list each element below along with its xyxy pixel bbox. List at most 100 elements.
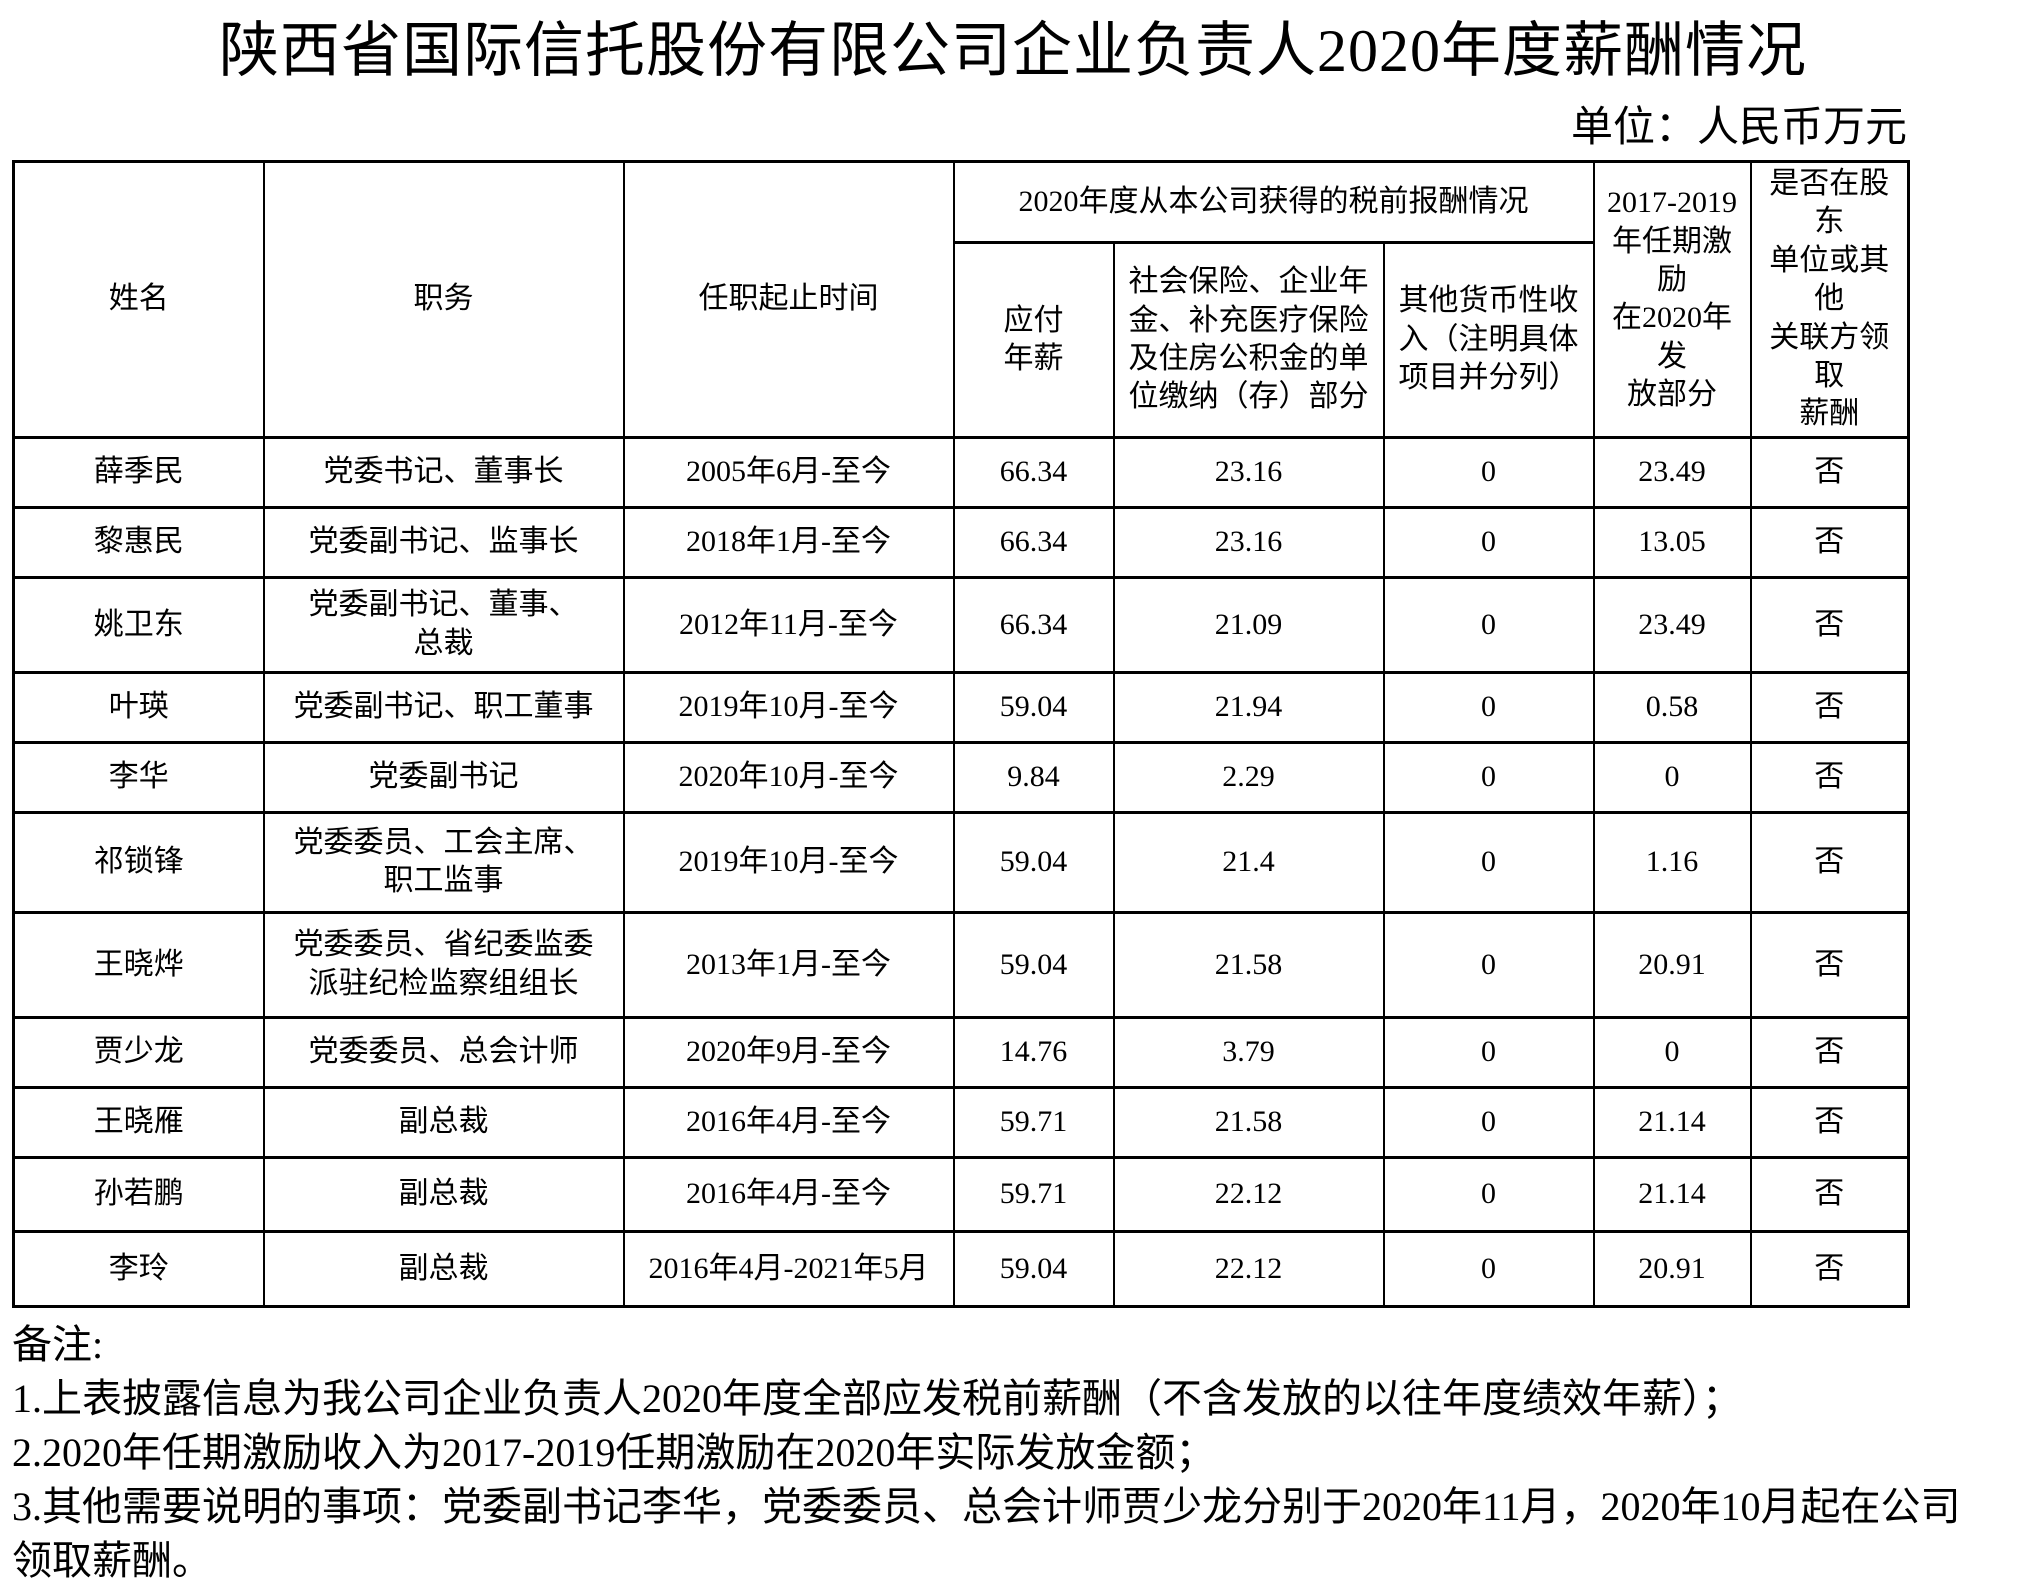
cell-position: 党委副书记、监事长	[262, 505, 625, 579]
cell-incentive: 20.91	[1592, 910, 1752, 1019]
cell-insurance: 21.58	[1112, 910, 1385, 1019]
cell-position: 党委书记、董事长	[262, 435, 625, 509]
table-row: 孙若鹏 副总裁 2016年4月-至今 59.71 22.12 0 21.14 否	[12, 1155, 1910, 1233]
table-row: 王晓烨 党委委员、省纪委监委 派驻纪检监察组组长 2013年1月-至今 59.0…	[12, 910, 1910, 1019]
cell-tenure: 2005年6月-至今	[622, 435, 955, 509]
page-title: 陕西省国际信托股份有限公司企业负责人2020年度薪酬情况	[219, 18, 1807, 84]
table-row: 李玲 副总裁 2016年4月-2021年5月 59.04 22.12 0 20.…	[12, 1229, 1910, 1308]
cell-shareholder: 否	[1749, 1229, 1910, 1308]
cell-name: 李华	[12, 740, 265, 814]
cell-name: 李玲	[12, 1229, 265, 1308]
cell-other-income: 0	[1382, 910, 1595, 1019]
cell-position: 副总裁	[262, 1229, 625, 1308]
col-header-shareholder: 是否在股东 单位或其他 关联方领取 薪酬	[1749, 160, 1910, 439]
table-row: 王晓雁 副总裁 2016年4月-至今 59.71 21.58 0 21.14 否	[12, 1085, 1910, 1159]
cell-name: 薛季民	[12, 435, 265, 509]
cell-position: 党委副书记、董事、 总裁	[262, 575, 625, 674]
cell-shareholder: 否	[1749, 435, 1910, 509]
cell-salary: 59.04	[952, 910, 1115, 1019]
cell-salary: 59.04	[952, 810, 1115, 914]
cell-tenure: 2018年1月-至今	[622, 505, 955, 579]
cell-insurance: 21.09	[1112, 575, 1385, 674]
cell-other-income: 0	[1382, 810, 1595, 914]
cell-tenure: 2016年4月-2021年5月	[622, 1229, 955, 1308]
cell-salary: 59.71	[952, 1085, 1115, 1159]
cell-insurance: 21.94	[1112, 670, 1385, 744]
cell-other-income: 0	[1382, 505, 1595, 579]
note-item-1: 1.上表披露信息为我公司企业负责人2020年度全部应发税前薪酬（不含发放的以往年…	[12, 1375, 1742, 1421]
cell-other-income: 0	[1382, 1085, 1595, 1159]
cell-other-income: 0	[1382, 740, 1595, 814]
cell-salary: 9.84	[952, 740, 1115, 814]
cell-salary: 66.34	[952, 575, 1115, 674]
table-row: 薛季民 党委书记、董事长 2005年6月-至今 66.34 23.16 0 23…	[12, 435, 1910, 509]
col-header-other-income: 其他货币性收 入（注明具体 项目并分列）	[1382, 241, 1595, 439]
cell-tenure: 2020年10月-至今	[622, 740, 955, 814]
cell-tenure: 2019年10月-至今	[622, 810, 955, 914]
cell-incentive: 23.49	[1592, 435, 1752, 509]
cell-insurance: 3.79	[1112, 1015, 1385, 1089]
cell-salary: 14.76	[952, 1015, 1115, 1089]
cell-incentive: 0	[1592, 1015, 1752, 1089]
cell-salary: 59.71	[952, 1155, 1115, 1233]
cell-other-income: 0	[1382, 1155, 1595, 1233]
cell-position: 党委委员、省纪委监委 派驻纪检监察组组长	[262, 910, 625, 1019]
table-row: 姚卫东 党委副书记、董事、 总裁 2012年11月-至今 66.34 21.09…	[12, 575, 1910, 674]
cell-incentive: 21.14	[1592, 1085, 1752, 1159]
cell-salary: 59.04	[952, 1229, 1115, 1308]
notes-label: 备注:	[12, 1321, 104, 1367]
cell-name: 黎惠民	[12, 505, 265, 579]
notes-section: 备注: 1.上表披露信息为我公司企业负责人2020年度全部应发税前薪酬（不含发放…	[12, 1318, 1990, 1588]
cell-shareholder: 否	[1749, 1015, 1910, 1089]
cell-insurance: 23.16	[1112, 505, 1385, 579]
cell-other-income: 0	[1382, 575, 1595, 674]
cell-incentive: 13.05	[1592, 505, 1752, 579]
cell-shareholder: 否	[1749, 1085, 1910, 1159]
cell-salary: 66.34	[952, 505, 1115, 579]
table-row: 叶瑛 党委副书记、职工董事 2019年10月-至今 59.04 21.94 0 …	[12, 670, 1910, 744]
unit-label: 单位：人民币万元	[1570, 105, 1907, 151]
col-header-name: 姓名	[12, 160, 265, 439]
cell-name: 孙若鹏	[12, 1155, 265, 1233]
cell-other-income: 0	[1382, 435, 1595, 509]
cell-position: 党委委员、总会计师	[262, 1015, 625, 1089]
cell-tenure: 2019年10月-至今	[622, 670, 955, 744]
cell-insurance: 2.29	[1112, 740, 1385, 814]
col-header-incentive: 2017-2019 年任期激励 在2020年发 放部分	[1592, 160, 1752, 439]
cell-other-income: 0	[1382, 1229, 1595, 1308]
cell-incentive: 1.16	[1592, 810, 1752, 914]
note-item-2: 2.2020年任期激励收入为2017-2019任期激励在2020年实际发放金额；	[12, 1429, 1216, 1475]
cell-name: 叶瑛	[12, 670, 265, 744]
cell-name: 祁锁锋	[12, 810, 265, 914]
header-row-sub: 应付 年薪 社会保险、企业年 金、补充医疗保险 及住房公积金的单 位缴纳（存）部…	[14, 241, 1909, 439]
col-header-salary: 应付 年薪	[952, 241, 1115, 439]
cell-tenure: 2013年1月-至今	[622, 910, 955, 1019]
cell-incentive: 0.58	[1592, 670, 1752, 744]
cell-insurance: 22.12	[1112, 1155, 1385, 1233]
cell-shareholder: 否	[1749, 505, 1910, 579]
cell-shareholder: 否	[1749, 575, 1910, 674]
salary-table: 姓名 职务 任职起止时间 2020年度从本公司获得的税前报酬情况 2017-20…	[12, 159, 1911, 1308]
cell-name: 王晓烨	[12, 910, 265, 1019]
table-row: 贾少龙 党委委员、总会计师 2020年9月-至今 14.76 3.79 0 0 …	[12, 1015, 1910, 1089]
cell-other-income: 0	[1382, 670, 1595, 744]
header-row-group: 姓名 职务 任职起止时间 2020年度从本公司获得的税前报酬情况 2017-20…	[12, 159, 1910, 439]
cell-tenure: 2016年4月-至今	[622, 1085, 955, 1159]
cell-salary: 59.04	[952, 670, 1115, 744]
cell-incentive: 20.91	[1592, 1229, 1752, 1308]
cell-position: 副总裁	[262, 1155, 625, 1233]
cell-incentive: 23.49	[1592, 575, 1752, 674]
col-header-comp-group: 2020年度从本公司获得的税前报酬情况	[952, 159, 1595, 245]
cell-insurance: 21.58	[1112, 1085, 1385, 1159]
cell-tenure: 2012年11月-至今	[622, 575, 955, 674]
table-row: 李华 党委副书记 2020年10月-至今 9.84 2.29 0 0 否	[12, 740, 1910, 814]
col-header-position: 职务	[262, 160, 625, 439]
cell-name: 贾少龙	[12, 1015, 265, 1089]
cell-shareholder: 否	[1749, 1155, 1910, 1233]
cell-insurance: 22.12	[1112, 1229, 1385, 1308]
cell-incentive: 0	[1592, 740, 1752, 814]
cell-shareholder: 否	[1749, 670, 1910, 744]
cell-position: 党委副书记	[262, 740, 625, 814]
cell-insurance: 23.16	[1112, 435, 1385, 509]
cell-insurance: 21.4	[1112, 810, 1385, 914]
